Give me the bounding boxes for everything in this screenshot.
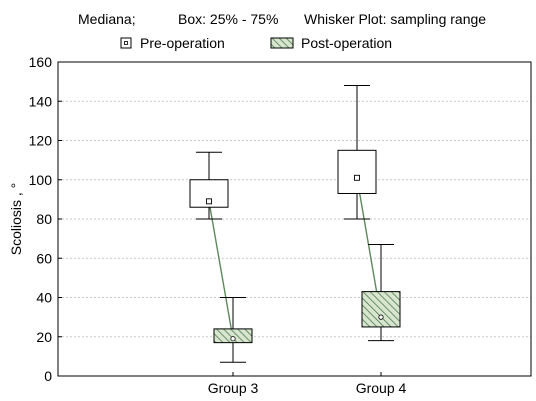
median-marker <box>378 314 384 320</box>
y-tick-label: 60 <box>36 250 52 266</box>
box-post-operation-group-4 <box>361 244 401 342</box>
iqr-box <box>361 291 401 328</box>
iqr-box <box>337 149 377 194</box>
y-axis-title: Scoliosis , ° <box>8 183 24 256</box>
x-axis-ticks: Group 3 Group 4 <box>208 372 407 396</box>
y-tick-label: 40 <box>36 290 52 306</box>
y-axis-ticks: 0 20 40 60 80 100 120 140 160 <box>29 54 62 384</box>
legend: Pre-operation Post-operation <box>120 35 392 51</box>
header-mediana-text: Mediana; <box>78 11 136 27</box>
legend-pre-operation-label: Pre-operation <box>140 35 225 51</box>
y-tick-label: 80 <box>36 211 52 227</box>
grid-lines <box>58 100 531 338</box>
header-whisker-text: Whisker Plot: sampling range <box>304 11 486 27</box>
box-pre-operation-group-3 <box>189 151 229 220</box>
median-connector-line <box>208 201 234 339</box>
median-marker <box>354 174 360 181</box>
box-pre-operation-group-4 <box>337 85 377 220</box>
iqr-box <box>213 328 253 344</box>
header-box-text: Box: 25% - 75% <box>178 11 278 27</box>
median-marker <box>230 336 236 342</box>
y-tick-label: 20 <box>36 329 52 345</box>
plot-frame <box>57 61 532 377</box>
y-tick-label: 0 <box>44 368 52 384</box>
legend-pre-operation-marker <box>124 41 128 45</box>
y-tick-label: 120 <box>29 133 53 149</box>
box-post-operation-group-3 <box>213 297 253 363</box>
y-tick-label: 140 <box>29 93 53 109</box>
legend-post-operation-swatch <box>270 37 294 49</box>
y-tick-label: 160 <box>29 54 53 70</box>
median-marker <box>206 198 212 205</box>
boxes <box>189 85 401 363</box>
x-tick-label: Group 3 <box>208 380 259 396</box>
y-tick-label: 100 <box>29 172 53 188</box>
legend-post-operation-label: Post-operation <box>301 35 392 51</box>
x-tick-label: Group 4 <box>356 380 407 396</box>
